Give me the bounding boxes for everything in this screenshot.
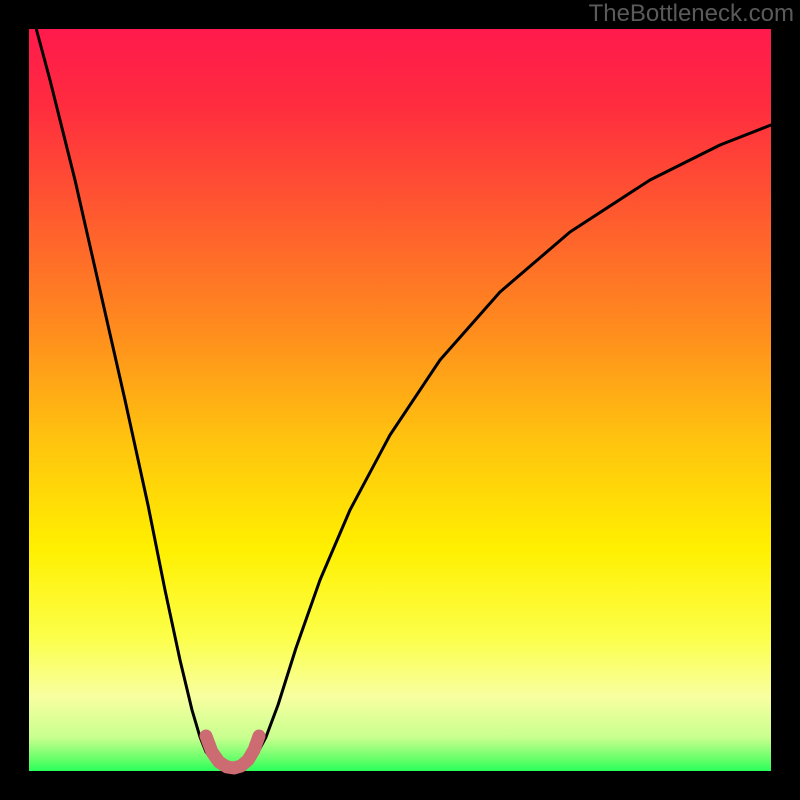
watermark-text: TheBottleneck.com: [589, 0, 794, 28]
chart-stage: TheBottleneck.com: [0, 0, 800, 800]
plot-background: [29, 29, 771, 771]
chart-svg: [0, 0, 800, 800]
